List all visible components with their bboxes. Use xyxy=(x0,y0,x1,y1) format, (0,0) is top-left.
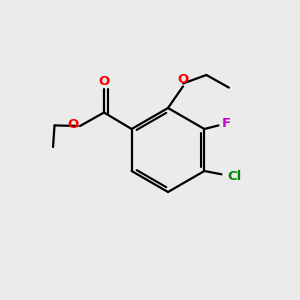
Text: F: F xyxy=(222,117,231,130)
Text: O: O xyxy=(98,75,110,88)
Text: O: O xyxy=(178,73,189,86)
Text: O: O xyxy=(68,118,79,131)
Text: Cl: Cl xyxy=(227,170,241,183)
